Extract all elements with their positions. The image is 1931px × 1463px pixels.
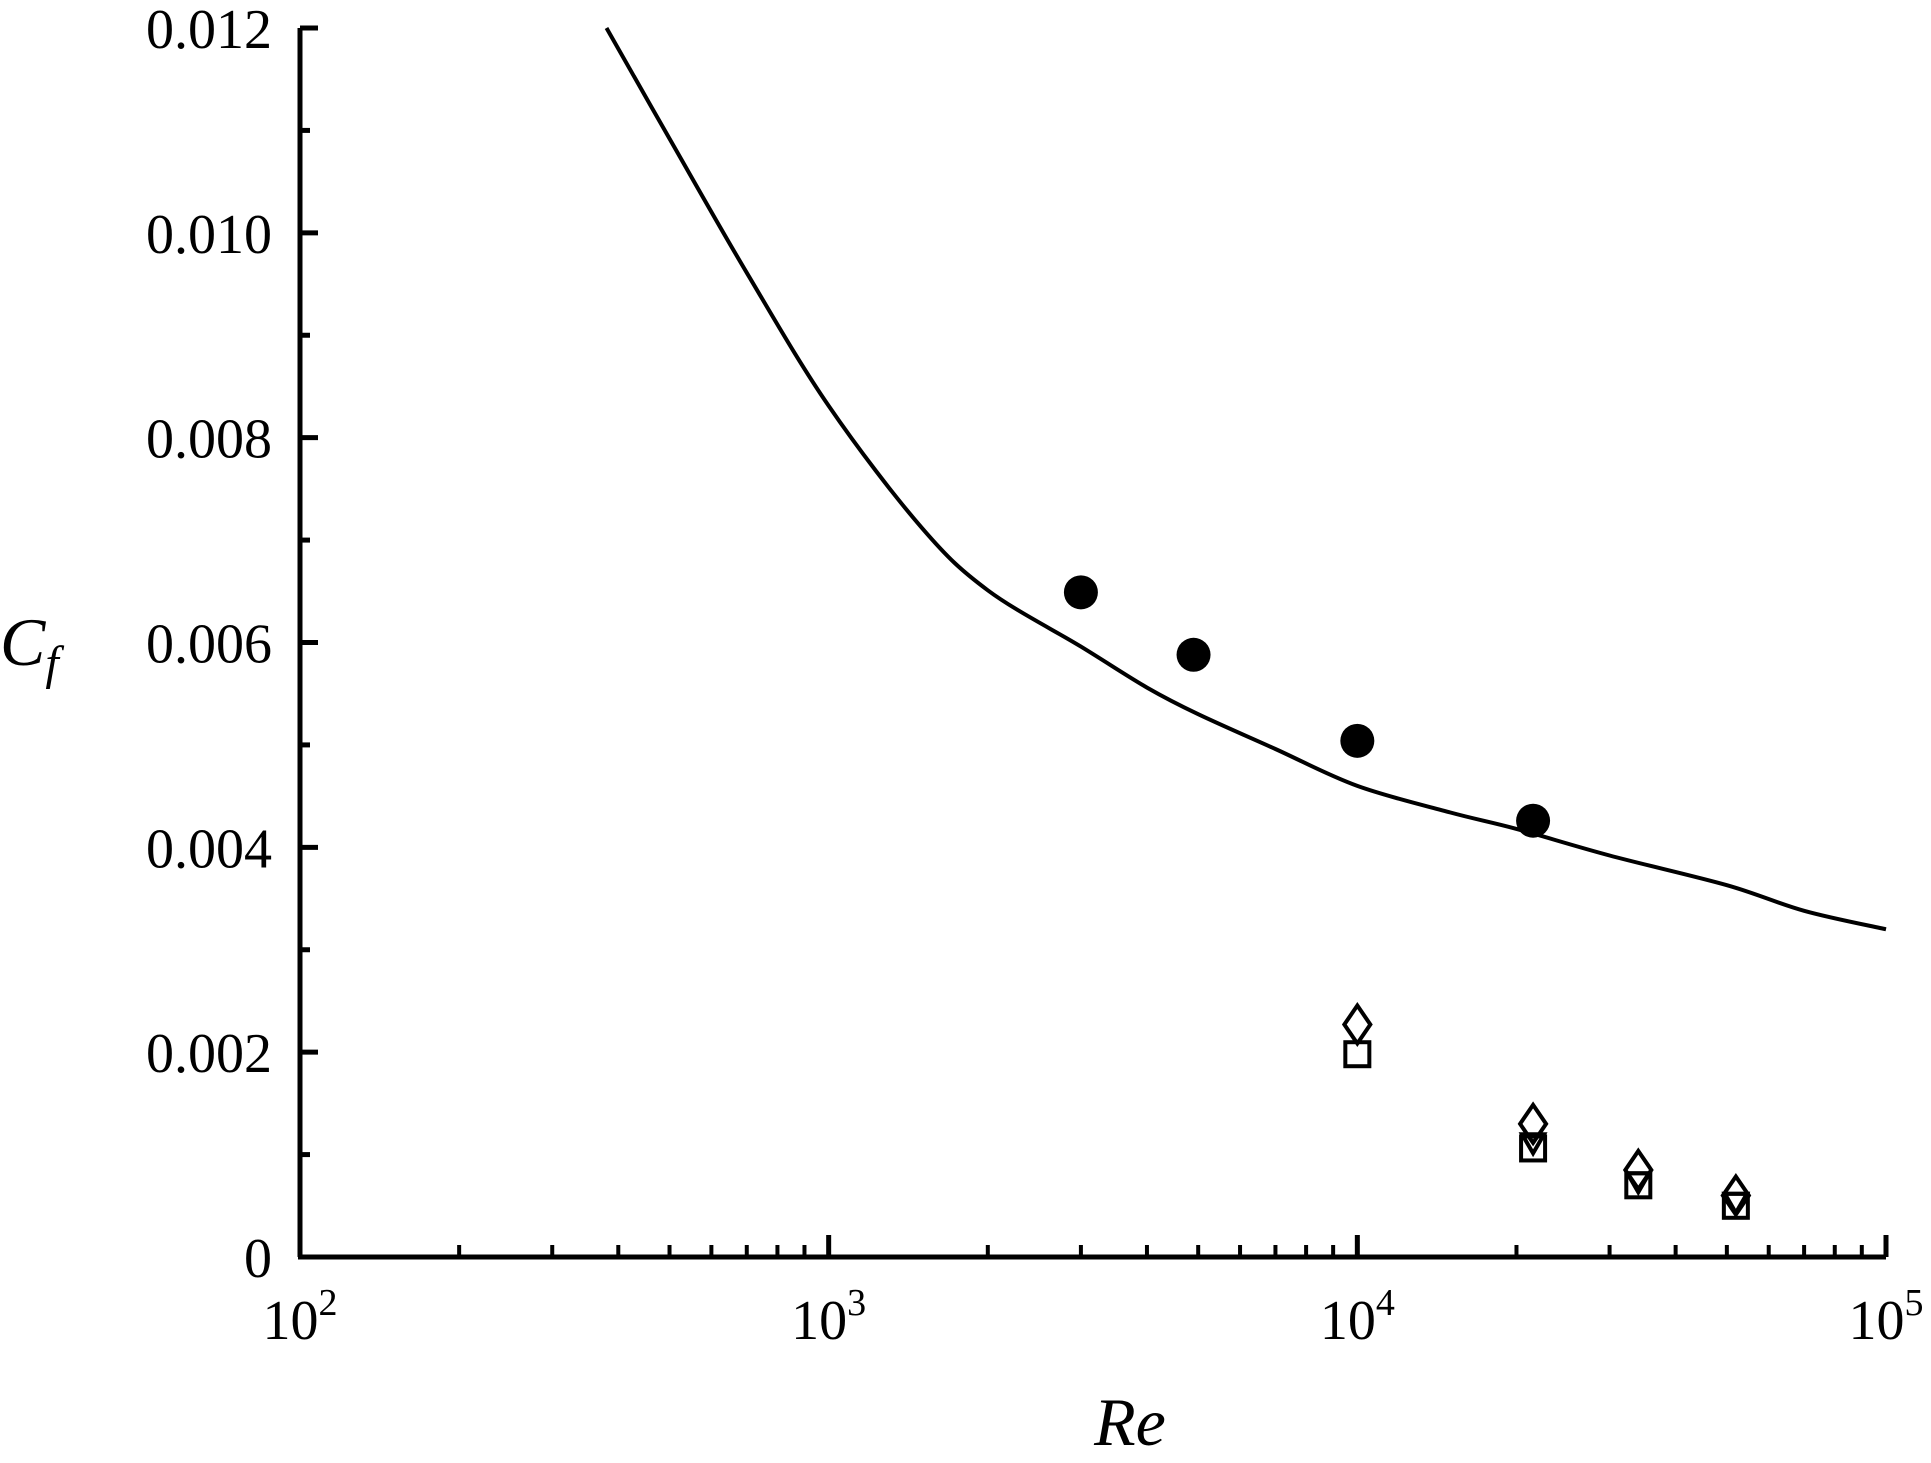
point-filled-circle [1176,637,1211,672]
point-filled-circle [1516,803,1551,838]
point-open-triangle-down [1518,1132,1548,1158]
x-tick-base: 10 [263,1290,319,1352]
x-tick-exponent: 2 [319,1282,338,1324]
x-tick-label: 104 [1320,1282,1395,1352]
point-open-diamond [1622,1147,1654,1193]
point-open-diamond [1341,1001,1373,1048]
tick-marks [297,25,1889,1260]
x-tick-exponent: 4 [1376,1282,1395,1324]
point-open-diamond [1517,1101,1549,1147]
x-tick-base: 10 [791,1290,847,1352]
point-filled-circle [1340,723,1375,758]
point-filled-circle [1063,575,1098,610]
point-open-square [1343,1040,1372,1069]
y-tick-label: 0.012 [146,0,272,61]
x-axis-label: Re [1093,1384,1166,1460]
x-tick-label: 103 [791,1282,866,1352]
axes [297,28,1886,1260]
x-tick-base: 10 [1320,1290,1376,1352]
point-open-triangle-down [1721,1191,1751,1217]
point-open-square [1519,1134,1548,1163]
y-tick-label: 0.006 [146,614,272,676]
point-open-triangle-down [1623,1171,1653,1197]
y-tick-label: 0.002 [146,1023,272,1085]
y-tick-label: 0.004 [146,818,272,880]
y-axis-label: Cf [0,604,64,690]
y-axis-label-main: C [0,604,46,680]
y-tick-label: 0 [244,1228,272,1290]
x-tick-label: 102 [263,1282,338,1352]
data-markers [1063,575,1752,1220]
y-tick-label: 0.008 [146,409,272,471]
x-tick-label: 105 [1849,1282,1924,1352]
y-axis-label-subscript: f [45,637,64,690]
x-tick-base: 10 [1849,1290,1905,1352]
y-tick-label: 0.010 [146,204,272,266]
x-tick-exponent: 3 [847,1282,866,1324]
fit-curve [604,27,1887,932]
x-tick-exponent: 5 [1905,1282,1924,1324]
